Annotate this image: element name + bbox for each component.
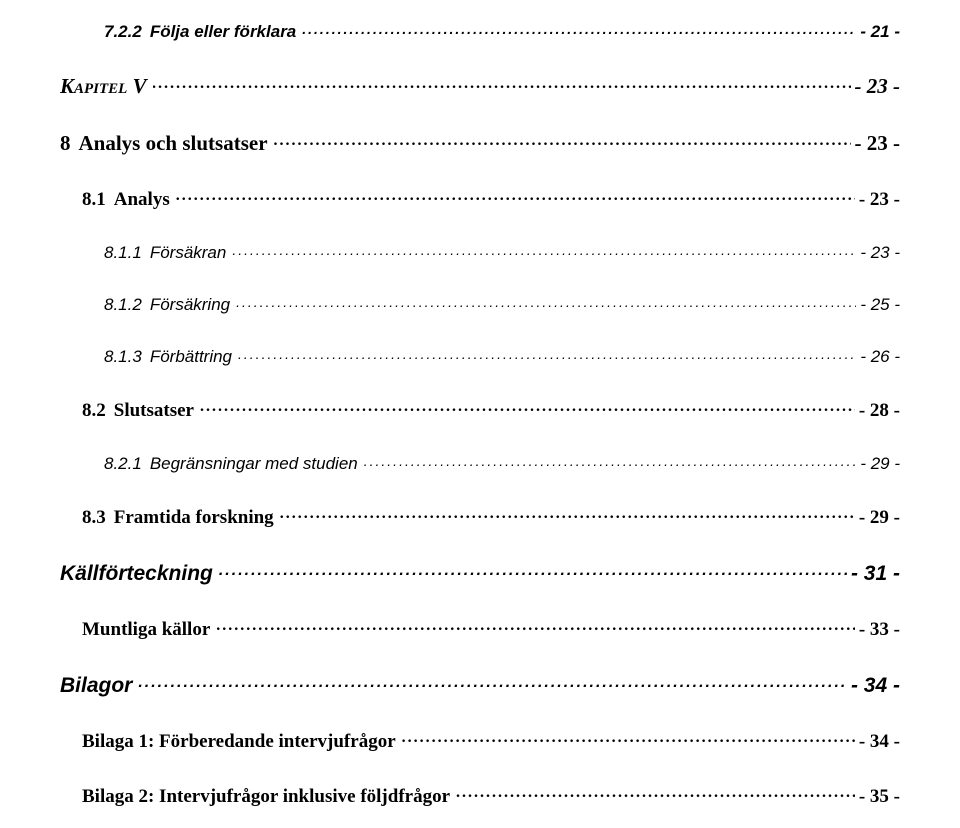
entry-title: Kapitel V	[60, 74, 153, 99]
entry-number: 8.2.1	[104, 454, 150, 474]
dot-leader	[232, 241, 856, 258]
entry-page: - 25 -	[856, 295, 900, 315]
entry-page: - 23 -	[851, 74, 901, 99]
dot-leader	[364, 452, 857, 469]
toc-entry: 8 Analys och slutsatser - 23 -	[60, 129, 900, 156]
entry-page: - 29 -	[856, 454, 900, 474]
entry-title: Framtida forskning	[114, 507, 280, 529]
toc-entry: 8.1.1 Försäkran - 23 -	[104, 241, 900, 263]
dot-leader	[274, 129, 851, 150]
entry-page: - 23 -	[856, 243, 900, 263]
dot-leader	[238, 345, 856, 362]
entry-title: Följa eller förklara	[150, 22, 302, 42]
entry-page: - 34 -	[847, 674, 900, 698]
toc-entry: 8.3 Framtida forskning - 29 -	[82, 504, 900, 529]
entry-number: 7.2.2	[104, 22, 150, 42]
entry-page: - 26 -	[856, 347, 900, 367]
toc-entry: Bilaga 2: Intervjufrågor inklusive följd…	[82, 783, 900, 808]
entry-title: Muntliga källor	[82, 619, 216, 641]
entry-title: Analys och slutsatser	[79, 131, 274, 156]
dot-leader	[456, 783, 855, 802]
toc-entry: 8.2 Slutsatser - 28 -	[82, 397, 900, 422]
dot-leader	[216, 616, 855, 635]
entry-title: Begränsningar med studien	[150, 454, 364, 474]
entry-number: 8.1.3	[104, 347, 150, 367]
entry-page: - 35 -	[855, 786, 900, 808]
entry-title: Bilagor	[60, 674, 138, 698]
toc-entry-part: Källförteckning - 31 -	[60, 559, 900, 586]
entry-title: Försäkring	[150, 295, 236, 315]
dot-leader	[280, 504, 855, 523]
entry-page: - 21 -	[856, 22, 900, 42]
toc-entry: Muntliga källor - 33 -	[82, 616, 900, 641]
entry-page: - 34 -	[855, 731, 900, 753]
dot-leader	[200, 397, 855, 416]
entry-page: - 23 -	[851, 131, 901, 156]
dot-leader	[176, 186, 855, 205]
dot-leader	[219, 559, 847, 580]
entry-number: 8.1	[82, 189, 114, 211]
entry-number: 8.1.1	[104, 243, 150, 263]
dot-leader	[402, 728, 855, 747]
toc-entry: Bilaga 1: Förberedande intervjufrågor - …	[82, 728, 900, 753]
dot-leader	[153, 72, 851, 93]
entry-title: Bilaga 2: Intervjufrågor inklusive följd…	[82, 786, 456, 808]
entry-number: 8.2	[82, 400, 114, 422]
toc-page: 7.2.2 Följa eller förklara - 21 - Kapite…	[0, 0, 960, 828]
entry-title: Analys	[114, 189, 176, 211]
entry-page: - 31 -	[847, 562, 900, 586]
toc-entry: 8.1.2 Försäkring - 25 -	[104, 293, 900, 315]
toc-entry: 8.1 Analys - 23 -	[82, 186, 900, 211]
dot-leader	[138, 671, 847, 692]
entry-page: - 23 -	[855, 189, 900, 211]
entry-title: Förbättring	[150, 347, 238, 367]
entry-title: Bilaga 1: Förberedande intervjufrågor	[82, 731, 402, 753]
dot-leader	[236, 293, 856, 310]
entry-number: 8	[60, 131, 79, 156]
toc-entry-chapter: Kapitel V - 23 -	[60, 72, 900, 99]
toc-entry: 8.1.3 Förbättring - 26 -	[104, 345, 900, 367]
entry-number: 8.3	[82, 507, 114, 529]
dot-leader	[302, 20, 856, 37]
toc-entry-part: Bilagor - 34 -	[60, 671, 900, 698]
entry-title: Slutsatser	[114, 400, 200, 422]
entry-title: Försäkran	[150, 243, 233, 263]
toc-entry: 8.2.1 Begränsningar med studien - 29 -	[104, 452, 900, 474]
entry-page: - 33 -	[855, 619, 900, 641]
toc-entry: 7.2.2 Följa eller förklara - 21 -	[104, 20, 900, 42]
entry-page: - 29 -	[855, 507, 900, 529]
entry-page: - 28 -	[855, 400, 900, 422]
entry-number: 8.1.2	[104, 295, 150, 315]
entry-title: Källförteckning	[60, 562, 219, 586]
